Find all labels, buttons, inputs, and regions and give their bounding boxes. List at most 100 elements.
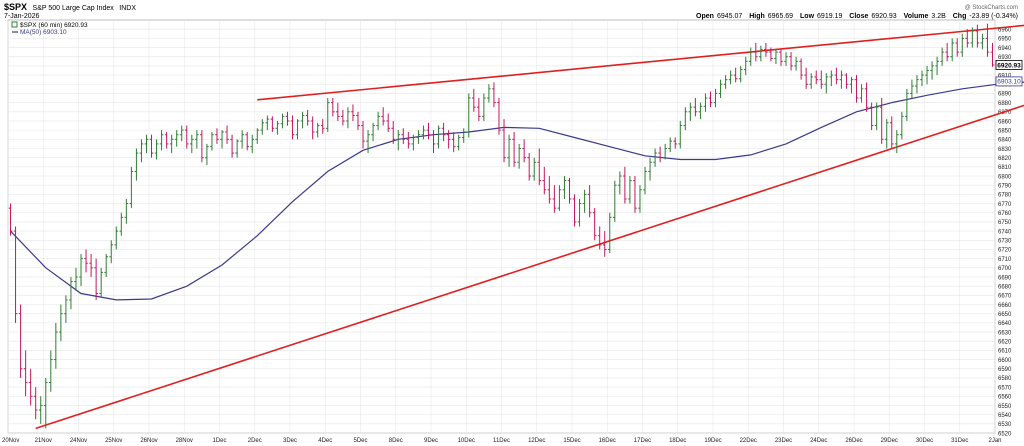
ohlc-bar (210, 131, 214, 151)
x-tick-label: 30Dec (916, 438, 933, 444)
ohlc-bar (325, 98, 330, 132)
ohlc-bar (245, 131, 249, 151)
ohlc-bar (315, 122, 320, 138)
ohlc-bar (653, 148, 657, 167)
y-tick-label: 6850 (998, 128, 1012, 134)
ohlc-bar (366, 130, 370, 154)
ohlc-bar (693, 98, 698, 117)
ohlc-bar (723, 75, 728, 89)
ohlc-bar (597, 226, 602, 250)
ohlc-readout: Open 6945.07 High 6965.69 Low 6919.19 Close… (696, 13, 1018, 20)
y-tick-label: 6690 (998, 275, 1012, 281)
x-tick-label: 1Dec (212, 438, 226, 444)
ohlc-bar (220, 130, 224, 149)
ohlc-bar (728, 70, 733, 85)
x-tick-label: 21Nov (35, 438, 52, 444)
x-tick-label: 23Dec (775, 438, 792, 444)
ohlc-bar (84, 249, 88, 273)
ohlc-bar (834, 67, 839, 85)
y-tick-label: 6750 (998, 220, 1012, 226)
ohlc-bar (557, 185, 562, 211)
x-tick-label: 20Nov (2, 438, 19, 444)
y-tick-label: 6550 (998, 404, 1012, 410)
y-tick-label: 6960 (998, 27, 1012, 33)
ohlc-bar (582, 189, 587, 213)
ohlc-bar (336, 102, 340, 121)
ohlc-bar (512, 131, 516, 167)
ohlc-bar (411, 134, 416, 151)
ohlc-bar (59, 304, 63, 342)
ohlc-bar (265, 115, 270, 131)
ohlc-bar (134, 148, 139, 181)
ohlc-bar (310, 116, 315, 140)
ohlc-bar (426, 122, 431, 140)
ohlc-bar (497, 98, 501, 135)
y-tick-label: 6630 (998, 330, 1012, 336)
ohlc-bar (139, 139, 144, 163)
ohlc-bar (260, 119, 265, 135)
ohlc-bar (38, 396, 43, 424)
x-tick-label: 29Dec (881, 438, 898, 444)
ohlc-bar (23, 350, 28, 397)
ohlc-bar (205, 143, 209, 166)
trendline (35, 104, 1024, 430)
ohlc-bar (638, 185, 642, 213)
ohlc-bar (829, 70, 834, 87)
ohlc-bar (109, 240, 114, 264)
x-tick-label: 16Dec (599, 438, 616, 444)
y-tick-label: 6670 (998, 294, 1012, 300)
ohlc-bar (743, 56, 748, 76)
chart-date: 7-Jan-2026 (4, 13, 40, 20)
ohlc-bar (487, 84, 491, 103)
y-tick-label: 6610 (998, 349, 1012, 355)
ohlc-bar (94, 258, 98, 300)
ohlc-bar (451, 131, 456, 153)
y-tick-label: 6930 (998, 55, 1012, 61)
ohlc-bar (708, 91, 713, 108)
ohlc-bar (935, 56, 939, 76)
ohlc-bar (361, 120, 365, 149)
ohlc-bar (54, 322, 58, 369)
x-tick-label: 5Dec (353, 438, 367, 444)
ohlc-bar (356, 111, 360, 131)
ohlc-bar (809, 73, 813, 89)
ohlc-bar (527, 153, 531, 181)
ohlc-bar (607, 212, 612, 254)
ohlc-bar (945, 42, 949, 62)
ohlc-bar (169, 134, 174, 154)
ohlc-bar (446, 130, 451, 149)
ohlc-bar (592, 208, 597, 241)
y-tick-label: 6840 (998, 138, 1012, 144)
ohlc-bar (154, 139, 159, 160)
x-tick-label: 2Dec (248, 438, 262, 444)
ohlc-bar (461, 128, 466, 143)
y-tick-label: 6790 (998, 184, 1012, 190)
y-tick-label: 6890 (998, 92, 1012, 98)
price-badge: 6920.93 (995, 60, 1023, 70)
x-tick-label: 22Dec (740, 438, 757, 444)
ohlc-bar (688, 102, 693, 121)
ohlc-bar (522, 139, 526, 163)
ohlc-bar (985, 23, 990, 57)
ohlc-bar (421, 125, 426, 140)
ohlc-bar (849, 76, 854, 94)
ohlc-bar (869, 102, 874, 131)
ohlc-bar (748, 47, 753, 66)
ohlc-bar (678, 120, 683, 149)
ohlc-bar (643, 166, 647, 195)
ohlc-bar (683, 107, 688, 131)
ohlc-bar (960, 33, 965, 57)
ohlc-bar (250, 134, 255, 154)
y-tick-label: 6600 (998, 358, 1012, 364)
ohlc-bar (275, 120, 280, 135)
ohlc-bar (79, 254, 83, 287)
ohlc-bar (124, 198, 129, 224)
ohlc-bar (738, 65, 743, 83)
ohlc-bar (975, 24, 980, 48)
ohlc-bar (225, 125, 229, 144)
x-tick-label: 24Dec (810, 438, 827, 444)
ohlc-bar (502, 119, 506, 163)
ohlc-bar (114, 226, 119, 250)
ohlc-bar (195, 130, 199, 149)
ma50-line (10, 81, 1024, 301)
